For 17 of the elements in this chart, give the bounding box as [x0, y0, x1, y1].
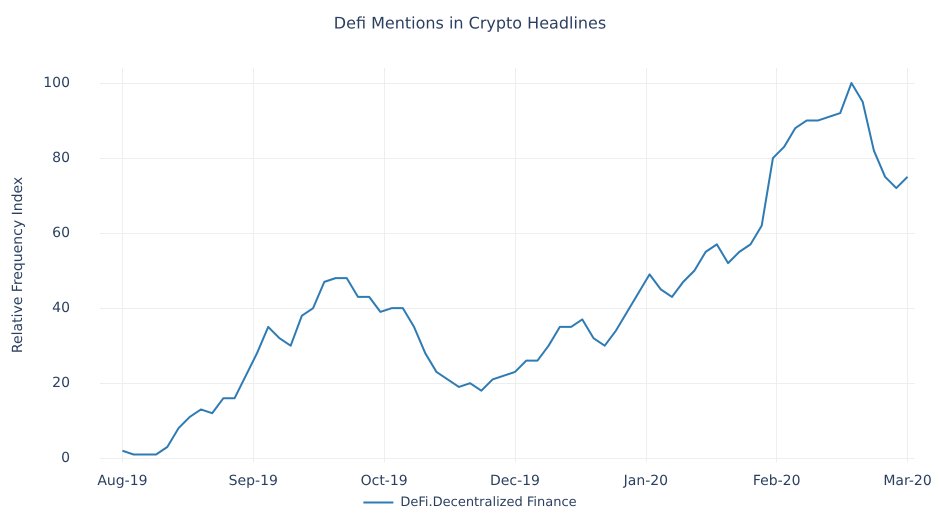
- x-tick-label: Oct-19: [360, 473, 408, 489]
- chart-title: Defi Mentions in Crypto Headlines: [334, 14, 606, 32]
- y-tick-label: 20: [52, 375, 70, 392]
- x-tick-label: Mar-20: [883, 473, 932, 489]
- y-tick-label: 40: [52, 300, 70, 316]
- x-tick-label: Sep-19: [228, 473, 278, 489]
- y-tick-label: 0: [61, 450, 70, 466]
- x-tick-label: Feb-20: [752, 473, 800, 489]
- legend-label: DeFi.Decentralized Finance: [400, 495, 577, 510]
- x-tick-label: Aug-19: [97, 473, 148, 489]
- y-axis-title: Relative Frequency Index: [10, 176, 26, 354]
- y-tick-label: 60: [52, 225, 70, 242]
- y-tick-label: 100: [43, 75, 70, 92]
- x-tick-label: Dec-19: [490, 473, 540, 489]
- x-tick-label: Jan-20: [622, 473, 668, 489]
- line-series: [121, 82, 909, 456]
- y-tick-label: 80: [52, 150, 70, 166]
